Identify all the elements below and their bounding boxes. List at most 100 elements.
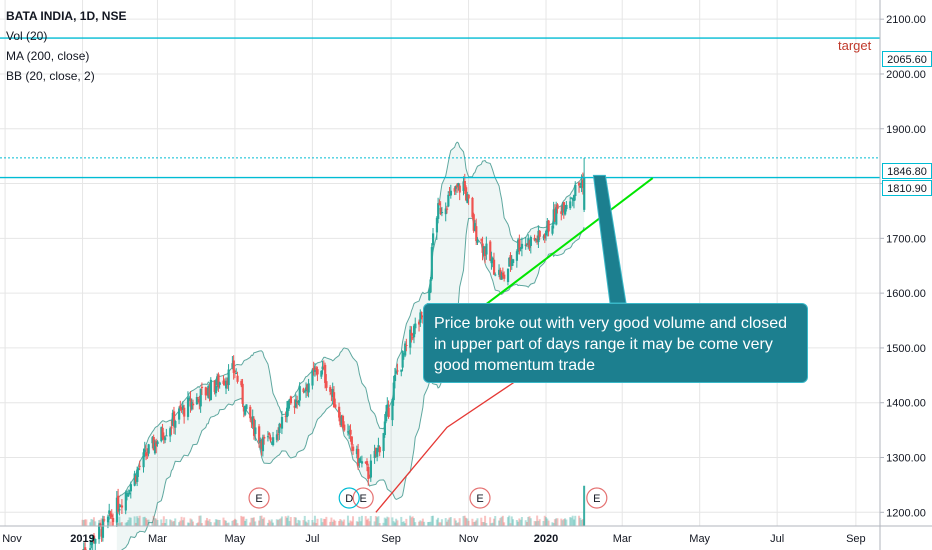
candle-body (251, 416, 254, 424)
x-tick-label-9: May (689, 533, 710, 545)
candle-body (250, 421, 253, 423)
volume-bar (518, 518, 521, 526)
candle-body (543, 234, 546, 239)
candle-body (134, 476, 138, 482)
volume-bar (475, 520, 478, 526)
candle-body (127, 494, 130, 497)
candle-body (409, 329, 412, 348)
candle-body (338, 406, 341, 418)
volume-bar (124, 522, 127, 526)
volume-bar (306, 522, 309, 526)
volume-bar (570, 517, 573, 526)
candle-body (534, 239, 538, 241)
candle-body (245, 404, 248, 410)
candle-body (263, 436, 266, 439)
volume-bar (153, 518, 156, 526)
volume-bar (405, 518, 408, 526)
candle-body (555, 207, 558, 225)
candle-body (280, 416, 284, 429)
volume-bar (520, 516, 523, 526)
candle-body (435, 217, 439, 233)
volume-bar (321, 522, 324, 526)
earnings-marker-2 (469, 487, 491, 509)
volume-bar (279, 518, 282, 526)
volume-bar (512, 519, 515, 526)
candle-body (164, 437, 167, 441)
candle-body (236, 375, 239, 382)
volume-bar (418, 521, 421, 526)
volume-bar (482, 522, 485, 526)
volume-bar (492, 518, 495, 526)
candle-body (341, 415, 345, 428)
candle-body (320, 370, 323, 377)
x-tick-label-2: Mar (148, 533, 167, 545)
volume-bar (305, 521, 308, 526)
volume-bar (204, 520, 207, 526)
candle-body (278, 423, 281, 433)
candle-body (374, 447, 378, 455)
candle-body (293, 405, 296, 408)
volume-bar (489, 517, 492, 526)
volume-bar (303, 515, 306, 526)
volume-bar (423, 521, 426, 526)
volume-bar (334, 520, 337, 526)
legend-ma[interactable]: MA (200, close) (6, 49, 90, 63)
volume-bar (537, 520, 540, 526)
candle-body (364, 461, 367, 464)
legend-bb[interactable]: BB (20, close, 2) (6, 69, 95, 83)
candle-body (161, 427, 164, 438)
volume-bar (90, 518, 93, 526)
volume-bar (506, 517, 509, 526)
price-tag-high: 1846.80 (882, 163, 932, 179)
volume-bar (519, 519, 522, 526)
volume-bar (207, 520, 210, 526)
symbol-title[interactable]: BATA INDIA, 1D, NSE (6, 9, 127, 23)
candle-body (525, 243, 529, 245)
candle-body (128, 492, 131, 495)
volume-bar (543, 515, 546, 526)
volume-bar (311, 520, 314, 526)
annotation-callout[interactable]: Price broke out with very good volume an… (423, 303, 808, 383)
volume-bar (562, 519, 565, 526)
candle-body (438, 203, 441, 205)
candle-body (542, 236, 545, 238)
candle-body (418, 321, 421, 325)
volume-bar (503, 522, 506, 526)
volume-bar (302, 520, 305, 526)
volume-bar (358, 516, 361, 526)
volume-bar (357, 521, 360, 526)
volume-bar (198, 515, 201, 526)
volume-bar (227, 522, 230, 526)
candle-body (517, 239, 520, 252)
candle-body (289, 396, 292, 404)
volume-bar (199, 515, 202, 526)
volume-bar (324, 519, 327, 526)
candle-body (528, 240, 531, 248)
volume-bar (155, 518, 158, 526)
volume-bar (339, 519, 342, 526)
volume-bar (186, 522, 189, 526)
legend-volume[interactable]: Vol (20) (6, 29, 48, 43)
candle-body (405, 344, 408, 346)
volume-bar (192, 521, 195, 526)
volume-bar (143, 516, 146, 526)
volume-bar (373, 521, 376, 526)
earnings-marker-1 (352, 487, 374, 509)
volume-bar (94, 521, 97, 526)
candle-body (367, 466, 370, 479)
x-tick-label-5: Sep (381, 533, 401, 545)
candle-body (458, 185, 461, 193)
candle-body (192, 403, 195, 406)
volume-bar (465, 517, 468, 526)
volume-bar (445, 521, 448, 526)
candle-body (527, 238, 530, 246)
candle-body (340, 416, 343, 425)
volume-bar (429, 521, 432, 526)
candle-body (258, 426, 261, 442)
volume-bar (297, 519, 300, 526)
volume-bar (411, 516, 414, 526)
candle-body (562, 202, 566, 213)
candle-body (583, 177, 586, 210)
price-tag-breakout: 1810.90 (882, 180, 932, 196)
